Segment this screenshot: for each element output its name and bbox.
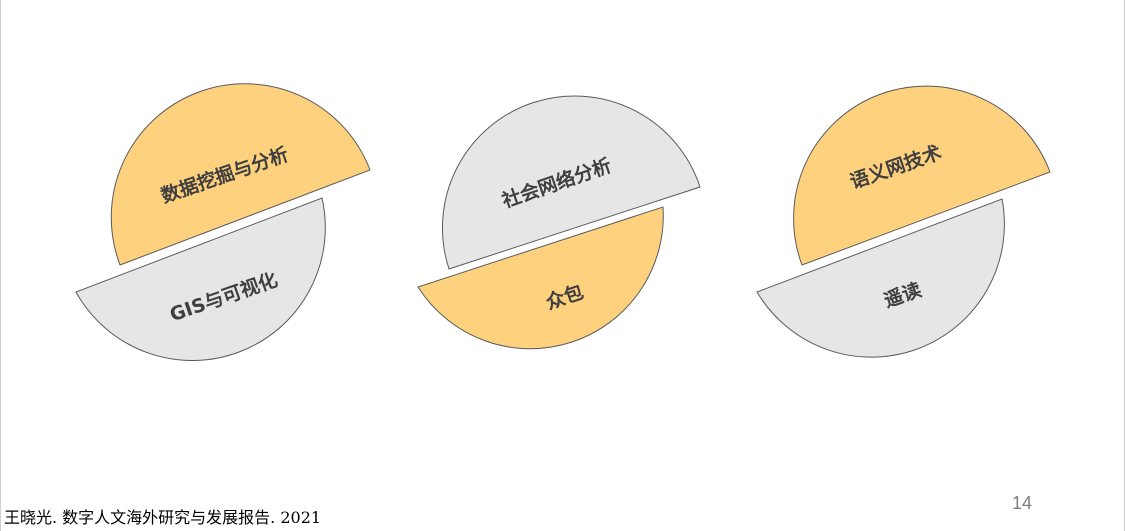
split-circle-group-2: 社会网络分析 众包 bbox=[417, 95, 701, 350]
footer-citation: 王晓光. 数字人文海外研究与发展报告. 2021 bbox=[4, 508, 322, 527]
split-circle-group-3: 语义网技术 遥读 bbox=[756, 85, 1051, 358]
split-circle-group-1: 数据挖掘与分析 GIS与可视化 bbox=[75, 83, 371, 361]
half-circle-bottom-3 bbox=[756, 198, 1005, 358]
slide-right-border bbox=[1124, 0, 1125, 531]
slide-left-border bbox=[0, 0, 1, 531]
half-circle-top-1 bbox=[110, 83, 371, 266]
half-circle-top-2 bbox=[442, 95, 701, 270]
page-number: 14 bbox=[1012, 493, 1033, 513]
half-circle-bottom-1 bbox=[75, 197, 326, 361]
half-circle-top-3 bbox=[793, 85, 1051, 266]
half-circle-bottom-2 bbox=[417, 206, 664, 350]
